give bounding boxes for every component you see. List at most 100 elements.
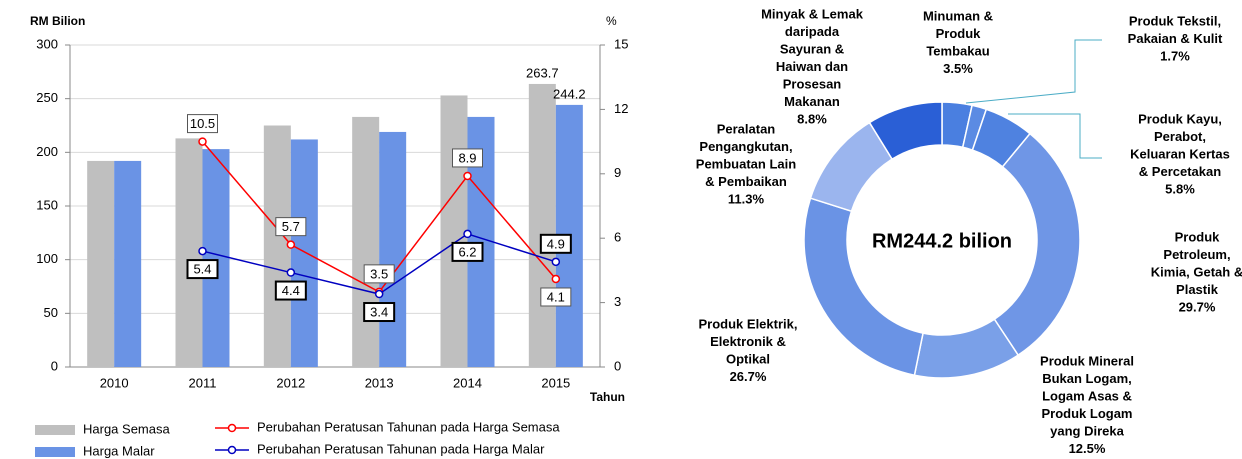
legend-label: Harga Malar <box>83 443 155 458</box>
donut-label: Kimia, Getah & <box>1151 264 1242 279</box>
label-box <box>539 233 572 254</box>
legend-marker <box>227 423 237 433</box>
line-value-label: 6.2 <box>458 244 476 259</box>
y2-tick-label: 15 <box>614 36 628 51</box>
bar <box>528 83 556 367</box>
line-value-label: 5.7 <box>282 219 300 234</box>
legend-label: Perubahan Peratusan Tahunan pada Harga S… <box>257 419 560 434</box>
donut-value-label: 29.7% <box>1179 299 1216 314</box>
donut-segment <box>803 197 924 377</box>
label-box <box>363 264 395 284</box>
donut-label: Minuman & <box>923 8 993 23</box>
bar <box>290 139 318 367</box>
donut-label: yang Direka <box>1050 423 1124 438</box>
x-tick-label: 2012 <box>276 375 305 390</box>
donut-label: Bukan Logam, <box>1042 371 1132 386</box>
line-point <box>286 268 296 277</box>
line-value-label: 4.9 <box>547 236 565 251</box>
x-axis-label: Tahun <box>590 390 625 404</box>
donut-segment <box>868 101 943 161</box>
donut-value-label: 12.5% <box>1069 441 1106 456</box>
donut-value-label: 26.7% <box>730 369 767 384</box>
donut-label: Optikal <box>726 351 770 366</box>
donut-label: Logam Asas & <box>1042 388 1132 403</box>
line-point <box>463 171 472 181</box>
line-point <box>463 229 472 239</box>
y2-tick-label: 3 <box>614 294 621 309</box>
bar <box>202 149 230 367</box>
donut-label: daripada <box>785 24 840 39</box>
label-box <box>275 217 307 237</box>
legend-swatch <box>35 447 75 457</box>
legend-marker <box>227 445 237 455</box>
bar <box>352 116 380 367</box>
y2-tick-label: 12 <box>614 101 628 116</box>
line-point <box>286 240 296 249</box>
donut-label: Pengangkutan, <box>699 139 792 154</box>
y2-axis-label: % <box>606 14 617 28</box>
donut-value-label: 3.5% <box>943 61 973 76</box>
donut-center-label: RM244.2 bilion <box>872 230 1012 252</box>
bar <box>263 125 291 367</box>
donut-label: Petroleum, <box>1163 247 1230 262</box>
x-tick-label: 2010 <box>100 375 129 390</box>
bar <box>87 160 115 367</box>
donut-label: Produk Kayu, <box>1138 111 1222 126</box>
y-tick-label: 150 <box>36 197 58 212</box>
x-tick-label: 2011 <box>189 375 217 390</box>
legend-swatch <box>35 425 75 435</box>
donut-label: Makanan <box>784 94 840 109</box>
donut-label: Keluaran Kertas <box>1130 146 1230 161</box>
y-tick-label: 200 <box>36 144 58 159</box>
x-tick-label: 2014 <box>453 375 482 390</box>
x-tick-label: 2015 <box>541 375 570 390</box>
line-value-label: 3.5 <box>370 266 388 281</box>
donut-label: Minyak & Lemak <box>761 6 864 21</box>
donut-label: Produk Tekstil, <box>1129 13 1221 28</box>
y-tick-label: 300 <box>36 36 58 51</box>
donut-label: Produk Logam <box>1041 406 1132 421</box>
y-axis-label: RM Bilion <box>30 14 85 28</box>
label-box <box>363 302 396 323</box>
bar <box>114 160 142 367</box>
donut-value-label: 1.7% <box>1160 48 1190 63</box>
y2-tick-label: 6 <box>614 230 621 245</box>
donut-label: Produk <box>936 26 982 41</box>
bar <box>379 131 407 367</box>
donut-segment <box>993 132 1081 357</box>
donut-label: Peralatan <box>717 121 776 136</box>
line-value-label: 4.4 <box>282 283 300 298</box>
y-tick-label: 0 <box>51 358 58 373</box>
donut-value-label: 5.8% <box>1165 181 1195 196</box>
donut-label: Plastik <box>1176 282 1219 297</box>
line-value-label: 4.1 <box>547 289 565 304</box>
donut-label: Pakaian & Kulit <box>1128 31 1223 46</box>
legend-label: Perubahan Peratusan Tahunan pada Harga M… <box>257 441 545 456</box>
line-point <box>551 274 561 284</box>
bar <box>175 138 203 367</box>
line-point <box>551 257 561 267</box>
donut-label: Produk Elektrik, <box>699 316 798 331</box>
line-point <box>374 289 384 299</box>
y-tick-label: 50 <box>44 305 58 320</box>
bar <box>440 95 468 368</box>
label-box <box>451 241 484 262</box>
x-tick-label: 2013 <box>365 375 394 390</box>
line-value-label: 8.9 <box>458 150 476 165</box>
donut-label: Produk <box>1175 229 1221 244</box>
label-box <box>274 280 307 301</box>
line-point <box>198 246 207 256</box>
donut-label: Sayuran & <box>780 41 844 56</box>
donut-value-label: 11.3% <box>728 191 765 206</box>
y2-tick-label: 9 <box>614 165 621 180</box>
donut-label: Pembuatan Lain <box>696 156 796 171</box>
y-tick-label: 100 <box>36 251 58 266</box>
line-value-label: 10.5 <box>190 116 215 131</box>
donut-label: Prosesan <box>783 76 842 91</box>
label-box <box>452 148 483 168</box>
line-point <box>198 137 207 146</box>
donut-label: & Percetakan <box>1139 164 1221 179</box>
donut-label: Elektronik & <box>710 334 786 349</box>
label-box <box>186 259 219 280</box>
